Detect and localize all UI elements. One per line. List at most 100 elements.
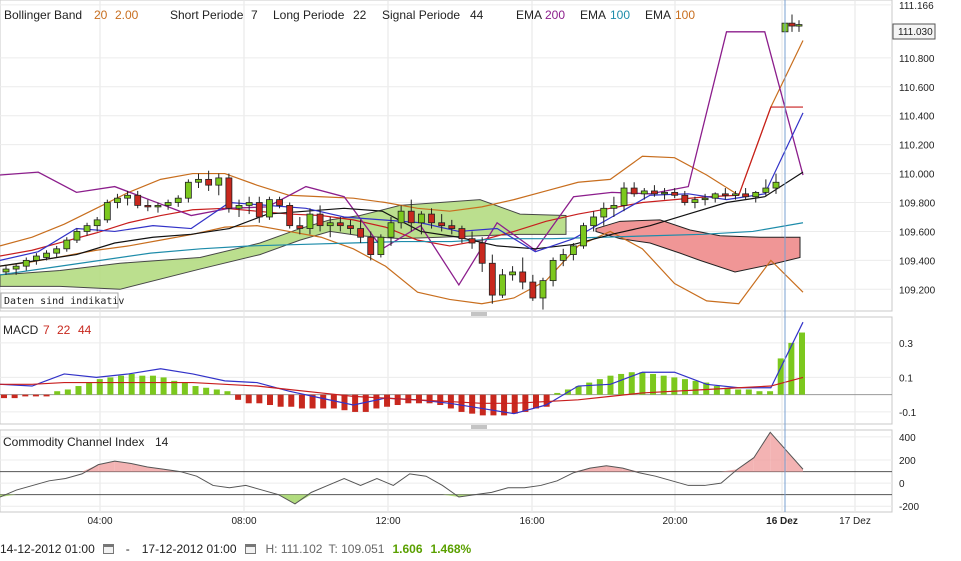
macd-histogram-bar xyxy=(213,389,220,395)
date-from[interactable]: 14-12-2012 01:00 xyxy=(0,541,95,556)
candle-body xyxy=(326,222,334,227)
legend-ema3-label: EMA xyxy=(645,8,671,22)
legend-signal-value: 44 xyxy=(470,8,484,22)
candle-body xyxy=(63,239,71,250)
macd-histogram-bar xyxy=(618,373,625,395)
range-high: H: 111.102 xyxy=(265,541,323,556)
ema-100-line xyxy=(0,222,804,276)
candle-body xyxy=(630,187,638,195)
candle-body xyxy=(134,194,142,206)
candle-body xyxy=(600,207,608,218)
legend-long-value: 22 xyxy=(353,8,367,22)
macd-histogram-bar xyxy=(511,394,518,414)
calendar-from-icon[interactable] xyxy=(102,543,114,554)
y-axis-labels: 109.200 109.400 109.600 109.800 110.000 110.2… xyxy=(899,1,936,513)
candle-body xyxy=(103,202,111,221)
legend-bollinger-label: Bollinger Band xyxy=(4,8,82,22)
macd-legend: MACD 7 22 44 xyxy=(3,323,92,337)
candle-body xyxy=(377,236,385,255)
date-to[interactable]: 17-12-2012 01:00 xyxy=(141,541,237,556)
indicative-note-text: Daten sind indikativ xyxy=(4,296,124,307)
macd-histogram-bar xyxy=(54,391,61,395)
macd-histogram-bar xyxy=(139,375,146,395)
candle-body xyxy=(711,193,719,199)
macd-tick-label: -0.1 xyxy=(899,408,917,419)
macd-histogram-bar xyxy=(267,394,273,406)
macd-histogram-bar xyxy=(426,394,433,404)
macd-histogram-bar xyxy=(107,377,114,395)
candle-body xyxy=(438,222,446,227)
macd-histogram-bar xyxy=(543,394,550,407)
macd-histogram-bar xyxy=(330,394,337,409)
x-tick-label: 20:00 xyxy=(662,516,687,527)
legend-ema3-value: 100 xyxy=(675,8,695,22)
macd-tick-label: 0.1 xyxy=(899,373,913,384)
candle-body xyxy=(225,177,233,209)
macd-histogram-bar xyxy=(767,391,774,395)
macd-histogram-bar xyxy=(756,391,763,395)
candle-body xyxy=(701,197,709,201)
calendar-to-icon[interactable] xyxy=(244,543,256,554)
candle-body xyxy=(164,202,172,206)
cci-name: Commodity Channel Index xyxy=(3,435,144,449)
cci-period: 14 xyxy=(155,435,169,449)
macd-histogram-bar xyxy=(256,394,263,404)
cci-overbought-fill xyxy=(606,465,623,472)
macd-histogram-bar xyxy=(118,375,125,395)
candle-body xyxy=(2,268,10,273)
candle-body xyxy=(235,205,243,209)
ema-200-line xyxy=(0,31,804,287)
cci-line xyxy=(0,431,804,505)
price-tick-label: 111.166 xyxy=(899,1,934,12)
macd-histogram-bar xyxy=(703,382,710,395)
candle-body xyxy=(367,236,375,255)
legend-short-label: Short Periode xyxy=(170,8,244,22)
macd-histogram-bar xyxy=(96,379,103,395)
macd-histogram-bar xyxy=(777,358,784,395)
date-separator: - xyxy=(125,541,130,556)
cci-tick-label: 200 xyxy=(899,456,916,467)
macd-histogram-bar xyxy=(554,392,561,395)
candle-body xyxy=(732,193,739,196)
macd-histogram-bar xyxy=(373,394,380,409)
macd-histogram-bar xyxy=(628,372,635,395)
legend-bollinger-period: 20 xyxy=(94,8,108,22)
grid-lines xyxy=(0,0,892,512)
candle-body xyxy=(43,252,50,258)
candle-body xyxy=(124,194,131,199)
candle-body xyxy=(387,222,395,238)
cci-legend: Commodity Channel Index 14 xyxy=(3,435,169,449)
panel-resize-handle[interactable] xyxy=(471,312,487,316)
candle-body xyxy=(742,193,750,198)
macd-histogram-bar xyxy=(575,386,582,395)
macd-histogram-bar xyxy=(458,394,465,412)
cci-overbought-fill xyxy=(81,464,99,472)
panel-resize-handle[interactable] xyxy=(471,425,487,429)
candle-body xyxy=(519,271,527,283)
macd-histogram-bar xyxy=(64,389,71,395)
macd-histogram-bar xyxy=(650,373,657,395)
candle-body xyxy=(762,187,770,193)
candle-body xyxy=(559,254,567,261)
indicator-legend: Bollinger Band 20 2.00 Short Periode 7 L… xyxy=(4,8,695,22)
macd-histogram-bar xyxy=(394,394,401,406)
candle-body xyxy=(93,219,101,227)
price-tick-label: 110.400 xyxy=(899,112,935,123)
macd-histogram-bar xyxy=(671,377,678,395)
legend-signal-label: Signal Periode xyxy=(382,8,460,22)
macd-histogram-bar xyxy=(75,386,82,395)
macd-param-c: 44 xyxy=(78,323,92,337)
macd-panel[interactable] xyxy=(0,316,893,425)
macd-histogram-bar xyxy=(320,394,327,409)
bollinger-middle-line xyxy=(0,106,803,257)
candle-body xyxy=(458,228,466,240)
candle-body xyxy=(549,259,557,282)
macd-histogram-bar xyxy=(522,394,529,412)
macd-histogram-bar xyxy=(1,394,7,399)
macd-histogram-bar xyxy=(735,389,742,395)
legend-bollinger-dev: 2.00 xyxy=(115,8,139,22)
candle-body xyxy=(73,231,81,241)
candle-body xyxy=(620,187,628,206)
change-pct: 1.468% xyxy=(430,541,472,556)
